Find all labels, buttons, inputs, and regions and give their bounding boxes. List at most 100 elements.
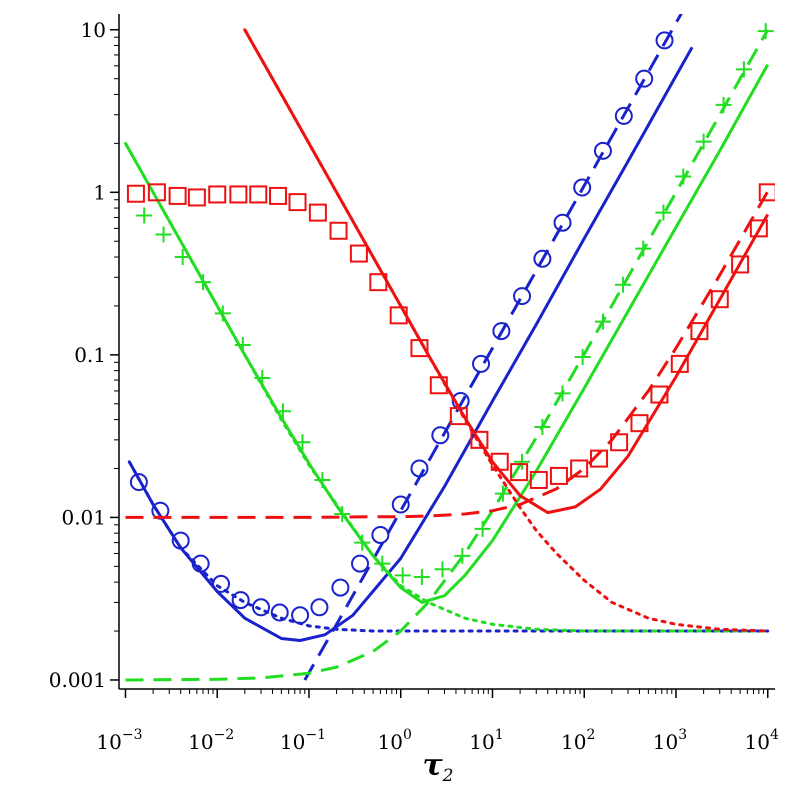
x-tick-label-exponent: −1 — [305, 727, 326, 743]
x-tick-label-base: 10 — [653, 730, 678, 754]
x-tick-label-exponent: 2 — [586, 727, 595, 743]
x-tick-label: 102 — [561, 727, 595, 754]
x-tick-label: 10−3 — [96, 727, 142, 754]
data-point — [252, 598, 271, 617]
data-point — [174, 248, 191, 265]
data-point — [351, 554, 370, 573]
data-point — [410, 339, 429, 358]
data-point — [494, 485, 511, 502]
data-point — [234, 336, 251, 353]
data-point — [554, 385, 571, 402]
data-point — [472, 354, 491, 373]
x-tick-label: 103 — [653, 727, 687, 754]
x-tick-label-exponent: −2 — [214, 727, 235, 743]
y-tick-label: 0.01 — [61, 505, 106, 529]
x-tick-label: 10−2 — [188, 727, 234, 754]
data-point — [334, 505, 351, 522]
x-tick-label-exponent: 3 — [678, 727, 687, 743]
x-tick-label-base: 10 — [561, 730, 586, 754]
data-point — [349, 244, 368, 263]
data-point — [231, 591, 250, 610]
data-point — [354, 534, 371, 551]
axes — [118, 14, 775, 690]
data-point — [195, 274, 212, 291]
data-point — [136, 207, 153, 224]
x-tick-label-exponent: 4 — [770, 727, 779, 743]
x-tick-label-base: 10 — [378, 730, 403, 754]
data-point — [331, 578, 350, 597]
series-blue-circle-markers — [129, 31, 674, 625]
data-point — [429, 376, 448, 395]
data-point — [214, 305, 231, 322]
x-tick-label-exponent: 1 — [495, 727, 504, 743]
series-layer — [124, 14, 775, 682]
data-point — [474, 520, 491, 537]
x-ticks: 10−3 10−2 10−1 100 101 102 103 104 — [96, 689, 779, 754]
data-point — [675, 168, 692, 185]
data-point — [431, 426, 450, 445]
data-point — [715, 96, 732, 113]
data-point — [490, 452, 509, 471]
data-point — [249, 185, 268, 204]
data-point — [735, 61, 752, 78]
series-blue-dotted-line — [127, 460, 770, 633]
data-point — [254, 370, 271, 387]
y-ticks: 0.001 0.01 0.1 1 10 — [49, 18, 119, 692]
data-point — [670, 354, 689, 373]
x-tick-label: 104 — [745, 727, 779, 754]
data-point — [434, 561, 451, 578]
data-point — [212, 574, 231, 593]
series-green-dashed-line — [125, 29, 770, 682]
data-point — [513, 287, 532, 306]
data-point — [590, 449, 609, 468]
data-point — [413, 569, 430, 586]
data-point — [308, 203, 327, 222]
data-point — [710, 290, 729, 309]
data-point — [570, 459, 589, 478]
x-tick-label: 100 — [378, 727, 412, 754]
x-tick-label-base: 10 — [280, 730, 305, 754]
series-green-solid-line — [124, 63, 770, 604]
series-green-plus-markers — [136, 23, 774, 586]
data-point — [630, 414, 649, 433]
y-tick-label: 1 — [93, 180, 106, 204]
x-tick-label-exponent: −3 — [122, 727, 143, 743]
x-tick-label-base: 10 — [469, 730, 494, 754]
x-tick-label: 10−1 — [280, 727, 326, 754]
data-point — [514, 453, 531, 470]
data-point — [391, 495, 410, 514]
data-point — [155, 226, 172, 243]
data-point — [573, 178, 592, 197]
data-point — [449, 407, 468, 426]
series-red-dashed-line — [125, 190, 770, 519]
data-point — [274, 403, 291, 420]
series-red-square-markers — [758, 183, 775, 202]
data-point — [510, 463, 529, 482]
data-point — [757, 23, 774, 40]
data-point — [191, 554, 210, 573]
data-point — [229, 185, 248, 204]
data-point — [291, 606, 310, 625]
data-point — [329, 221, 348, 240]
data-point — [410, 459, 429, 478]
data-point — [650, 385, 669, 404]
data-point — [695, 133, 712, 150]
series-red-dotted-line — [243, 28, 770, 633]
data-point — [593, 141, 612, 160]
data-point — [314, 471, 331, 488]
data-point — [610, 433, 629, 452]
x-tick-label-base: 10 — [745, 730, 770, 754]
data-point — [129, 473, 148, 492]
x-axis-label-sub: 2 — [442, 766, 454, 786]
data-point — [615, 276, 632, 293]
series-red-solid-line — [243, 29, 770, 515]
y-tick-label: 0.001 — [49, 668, 106, 692]
series-blue-dashed-line — [303, 14, 683, 681]
data-point — [147, 183, 166, 202]
data-point — [371, 525, 390, 544]
data-point — [533, 249, 552, 268]
data-point — [534, 418, 551, 435]
data-point — [270, 603, 289, 622]
data-point — [369, 273, 388, 292]
